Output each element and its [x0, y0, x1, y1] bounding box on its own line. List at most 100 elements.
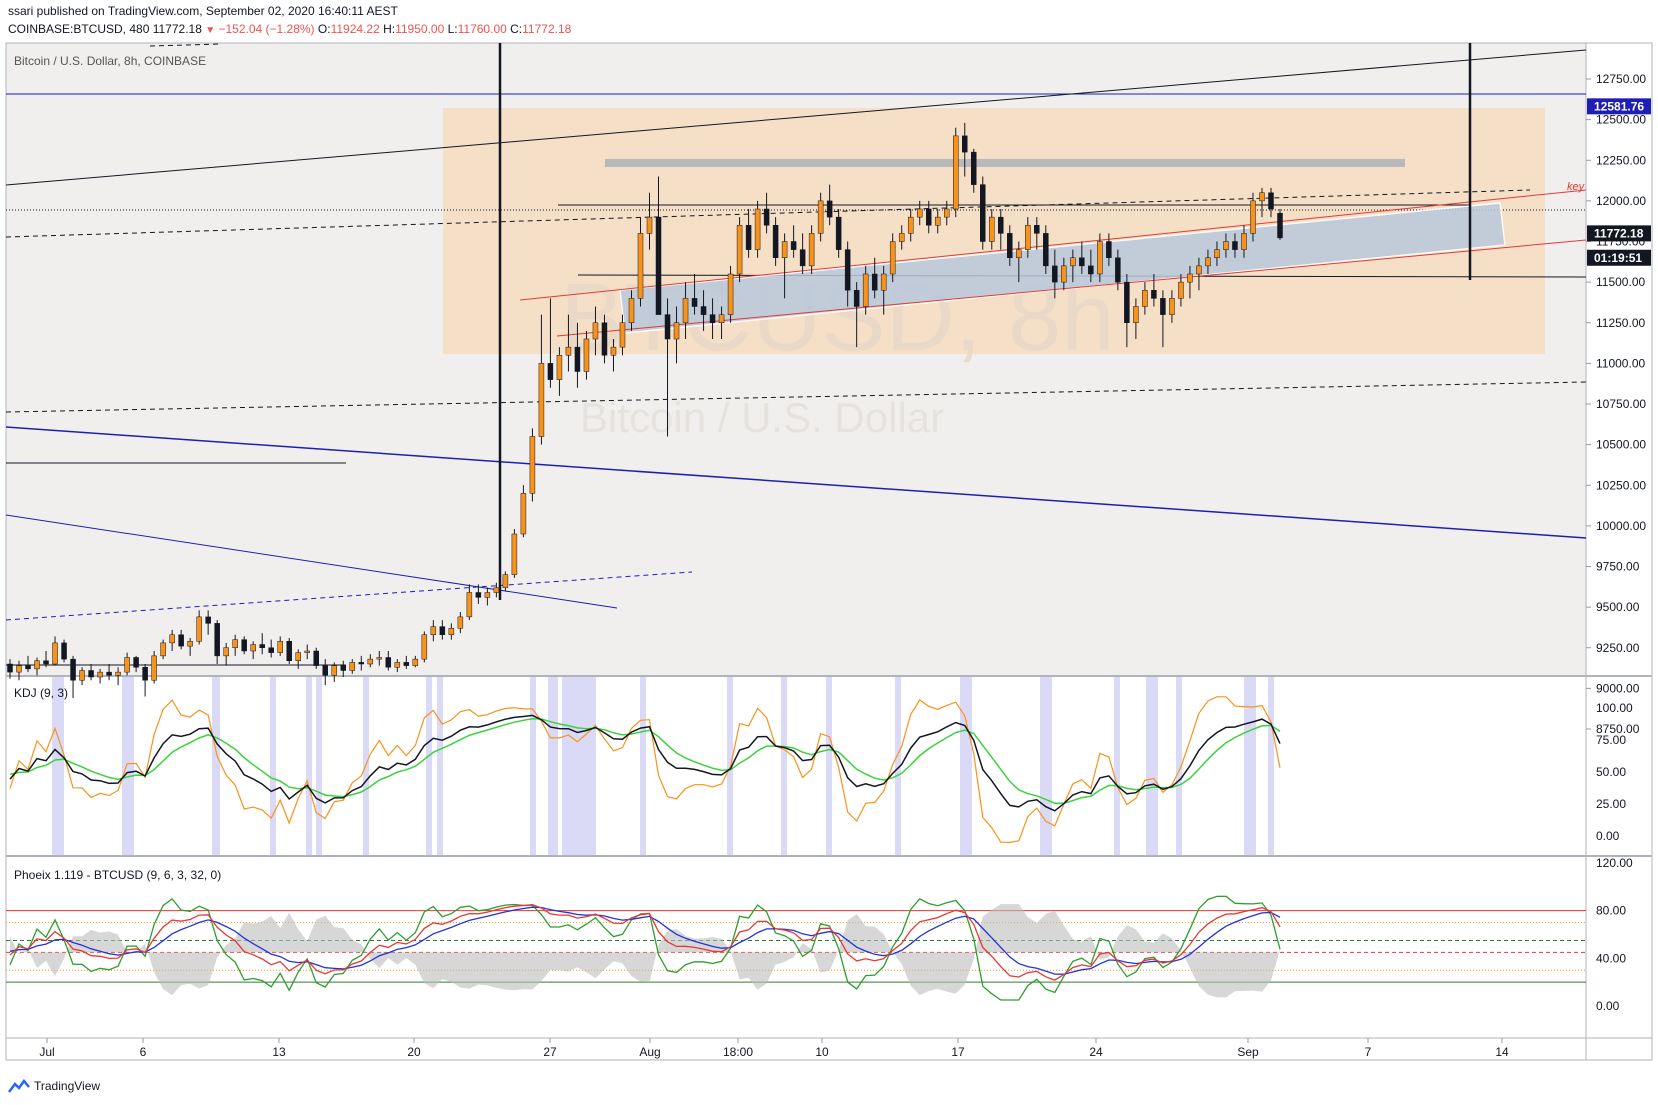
candle-body — [808, 233, 815, 267]
blue-trendline — [5, 426, 1587, 539]
time-tick-label: 14 — [1495, 1045, 1509, 1059]
price-tick-label: 10500.00 — [1596, 438, 1646, 452]
candle-body — [403, 662, 410, 666]
candle-body — [646, 216, 653, 234]
candle-body — [88, 670, 94, 678]
candle-body — [349, 662, 356, 671]
symbol-ohlc-line: COINBASE:BTCUSD, 480 11772.18 ▼ −152.04 … — [8, 22, 571, 36]
candle-body — [52, 642, 58, 665]
down-arrow-icon: ▼ — [205, 25, 216, 36]
candle-body — [322, 665, 328, 676]
candle-body — [232, 639, 238, 648]
candle-body — [1043, 233, 1049, 267]
candle-body — [1214, 249, 1220, 258]
price-tick-label: 12750.00 — [1596, 72, 1646, 86]
candle-body — [340, 665, 347, 671]
candle-body — [1151, 290, 1157, 299]
watermark-desc: Bitcoin / U.S. Dollar — [580, 394, 944, 441]
candle-body — [718, 314, 725, 323]
time-tick-label: 6 — [140, 1045, 147, 1059]
candle-body — [980, 184, 986, 242]
candle-body — [430, 626, 437, 635]
high-value: 11950.00 — [395, 22, 445, 36]
candle-body — [385, 657, 392, 668]
price-tick-label: 8750.00 — [1596, 722, 1640, 736]
candle-body — [655, 216, 662, 315]
candle-body — [457, 616, 464, 629]
kdj-axis: 100.00 75.00 50.00 25.00 0.00 — [1596, 701, 1633, 843]
key-annotation: key — [1567, 181, 1586, 193]
phoeix-tick-label: 0.00 — [1596, 999, 1620, 1013]
candle-body — [106, 671, 112, 676]
candle-body — [619, 322, 626, 348]
candle-body — [745, 225, 752, 250]
candle-body — [1070, 257, 1076, 267]
candle-body — [25, 665, 31, 670]
low-value: 11760.00 — [457, 22, 507, 36]
open-label: O: — [317, 22, 331, 36]
candle-body — [754, 208, 761, 250]
candle-body — [79, 670, 85, 681]
candle-body — [412, 658, 419, 666]
phoeix-tick-label: 120.00 — [1596, 856, 1633, 870]
kdj-highlight-band — [895, 677, 901, 855]
last-price: 11772.18 — [152, 22, 202, 36]
candle-body — [286, 641, 292, 661]
price-tick-label: 10000.00 — [1596, 519, 1646, 533]
candle-body — [1025, 225, 1031, 250]
candle-body — [394, 662, 401, 668]
candle-body — [989, 216, 995, 242]
candle-body — [781, 241, 788, 258]
last-price-label-bg — [1587, 225, 1651, 242]
candle-body — [880, 273, 887, 291]
candle-body — [862, 273, 869, 307]
kdj-highlight-band — [306, 677, 312, 855]
time-tick-label: Sep — [1237, 1045, 1259, 1059]
time-tick-label: 10 — [815, 1045, 829, 1059]
resistance-band — [605, 159, 1405, 167]
level-price-label-bg — [1587, 98, 1651, 115]
candle-body — [907, 216, 914, 234]
kdj-highlight-band — [316, 677, 322, 855]
price-tick-label: 10750.00 — [1596, 397, 1646, 411]
candle-body — [43, 660, 49, 665]
candle-body — [529, 436, 536, 494]
kdj-tick-label: 50.00 — [1596, 765, 1626, 779]
kdj-highlight-band — [52, 677, 64, 855]
kdj-highlight-band — [548, 677, 558, 855]
phoeix-red-line — [9, 903, 1281, 981]
phoeix-lines — [6, 895, 1586, 1001]
candle-body — [1277, 212, 1283, 239]
time-tick-label: 27 — [543, 1045, 557, 1059]
candle-body — [520, 493, 527, 535]
candle-body — [772, 225, 779, 258]
candle-body — [16, 665, 22, 673]
candle-body — [925, 208, 932, 226]
price-tick-label: 12000.00 — [1596, 194, 1646, 208]
blue-dashed-line — [5, 571, 693, 621]
kdj-lines — [9, 696, 1281, 844]
kdj-tick-label: 25.00 — [1596, 797, 1626, 811]
kdj-highlight-band — [426, 677, 432, 855]
candle-body — [962, 135, 968, 153]
kdj-highlight-band — [437, 677, 443, 855]
candle-body — [889, 241, 896, 275]
candle-body — [556, 355, 563, 380]
candle-body — [1223, 241, 1229, 250]
candle-body — [763, 208, 770, 226]
candle-body — [1115, 257, 1121, 283]
candle-body — [7, 663, 13, 673]
candle-body — [70, 658, 76, 681]
candle-body — [1259, 192, 1265, 202]
candle-body — [1142, 290, 1148, 307]
tradingview-logo[interactable]: TradingView — [8, 1079, 100, 1093]
price-tick-label: 11250.00 — [1596, 316, 1645, 330]
candle-body — [1196, 265, 1202, 275]
kdj-highlight-band — [781, 677, 787, 855]
candle-body — [250, 644, 256, 652]
blue-wedge-line — [5, 514, 618, 609]
kdj-highlight-band — [640, 677, 646, 855]
candle-body — [1133, 306, 1139, 323]
kdj-pane[interactable] — [6, 677, 1586, 855]
